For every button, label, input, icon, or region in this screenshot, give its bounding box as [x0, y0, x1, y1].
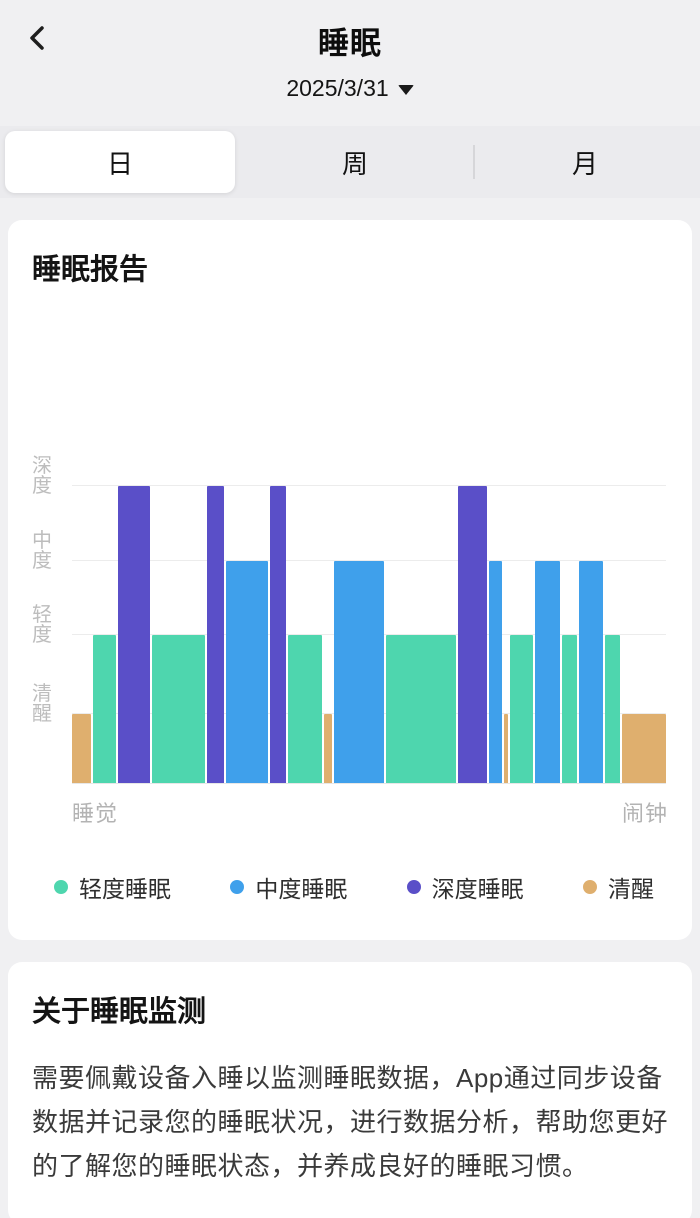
tab-day[interactable]: 日: [5, 131, 235, 193]
legend-dot-icon: [406, 880, 421, 894]
date-picker-button[interactable]: 2025/3/31: [286, 75, 414, 102]
about-card-title: 关于睡眠监测: [32, 996, 207, 1028]
sleep-bar-medium: [534, 561, 561, 784]
sleep-bar-deep: [458, 486, 487, 784]
legend-label: 深度睡眠: [431, 876, 524, 902]
sleep-bar-medium: [578, 561, 604, 784]
gridline-深度: [72, 485, 666, 486]
about-sleep-card: 关于睡眠监测 需要佩戴设备入睡以监测睡眠数据，App通过同步设备数据并记录您的睡…: [8, 962, 692, 1218]
tab-divider: [473, 145, 475, 179]
report-card-title: 睡眠报告: [32, 254, 149, 286]
date-label: 2025/3/31: [286, 75, 389, 101]
chart-legend: 轻度睡眠 中度睡眠 深度睡眠 清醒: [32, 870, 668, 904]
chart-plot-area: 深度 中度 轻度 清醒: [32, 454, 668, 784]
sleep-bar-deep: [269, 486, 286, 784]
x-axis-left-label: 睡觉: [72, 801, 119, 826]
sleep-bar-medium: [488, 561, 503, 784]
sleep-bar-awake: [622, 714, 666, 784]
sleep-bar-light: [385, 635, 457, 784]
legend-item-medium: 中度睡眠: [230, 870, 347, 904]
legend-dot-icon: [54, 880, 68, 894]
sleep-bar-light: [605, 635, 621, 784]
sleep-stage-chart: 深度中度轻度清醒 睡觉 闹钟 轻度睡眠 中度睡眠 深度睡眠 清醒: [32, 454, 668, 904]
dropdown-arrow-icon: [397, 85, 414, 95]
about-card-body: 需要佩戴设备入睡以监测睡眠数据，App通过同步设备数据并记录您的睡眠状况，进行数…: [32, 1063, 669, 1181]
y-axis-label: 清醒: [32, 683, 53, 725]
sleep-bar-light: [93, 635, 117, 784]
y-axis-label: 轻度: [32, 604, 53, 646]
sleep-bar-light: [151, 635, 205, 784]
page-title: 睡眠: [318, 26, 382, 61]
y-axis-label: 深度: [32, 455, 53, 497]
legend-label: 清醒: [607, 876, 654, 902]
tab-month[interactable]: 月: [470, 126, 700, 198]
legend-label: 轻度睡眠: [79, 876, 171, 902]
sleep-bar-light: [562, 635, 577, 784]
legend-item-deep: 深度睡眠: [406, 870, 524, 904]
y-axis-label: 中度: [32, 530, 53, 572]
sleep-bar-awake: [72, 714, 92, 784]
legend-dot-icon: [230, 880, 245, 894]
tab-day-label: 日: [106, 148, 133, 179]
sleep-bar-awake: [323, 714, 332, 784]
legend-item-light: 轻度睡眠: [54, 870, 171, 904]
tab-week[interactable]: 周: [240, 126, 470, 198]
sleep-bars: [72, 454, 666, 784]
sleep-bar-medium: [226, 561, 268, 784]
legend-item-awake: 清醒: [582, 870, 654, 904]
x-axis-labels: 睡觉 闹钟: [32, 796, 668, 828]
gridline-中度: [72, 560, 666, 561]
sleep-bar-light: [287, 635, 322, 784]
sleep-bar-awake: [504, 714, 508, 784]
period-segmented-control: 日 周 月: [0, 126, 700, 198]
chevron-left-icon: [30, 26, 44, 50]
sleep-bar-medium: [333, 561, 384, 784]
sleep-report-card: 睡眠报告 深度中度轻度清醒 睡觉 闹钟 轻度睡眠 中度睡眠 深度睡眠 清醒: [8, 220, 692, 940]
tab-week-label: 周: [341, 148, 368, 179]
header: 睡眠 2025/3/31: [0, 0, 700, 102]
sleep-bar-deep: [206, 486, 225, 784]
sleep-bar-deep: [118, 486, 150, 784]
sleep-bar-light: [509, 635, 533, 784]
x-axis-line: [72, 783, 666, 784]
tab-month-label: 月: [571, 148, 598, 179]
back-button[interactable]: [16, 16, 60, 60]
legend-dot-icon: [582, 880, 597, 894]
legend-label: 中度睡眠: [255, 876, 348, 902]
x-axis-right-label: 闹钟: [621, 801, 668, 826]
